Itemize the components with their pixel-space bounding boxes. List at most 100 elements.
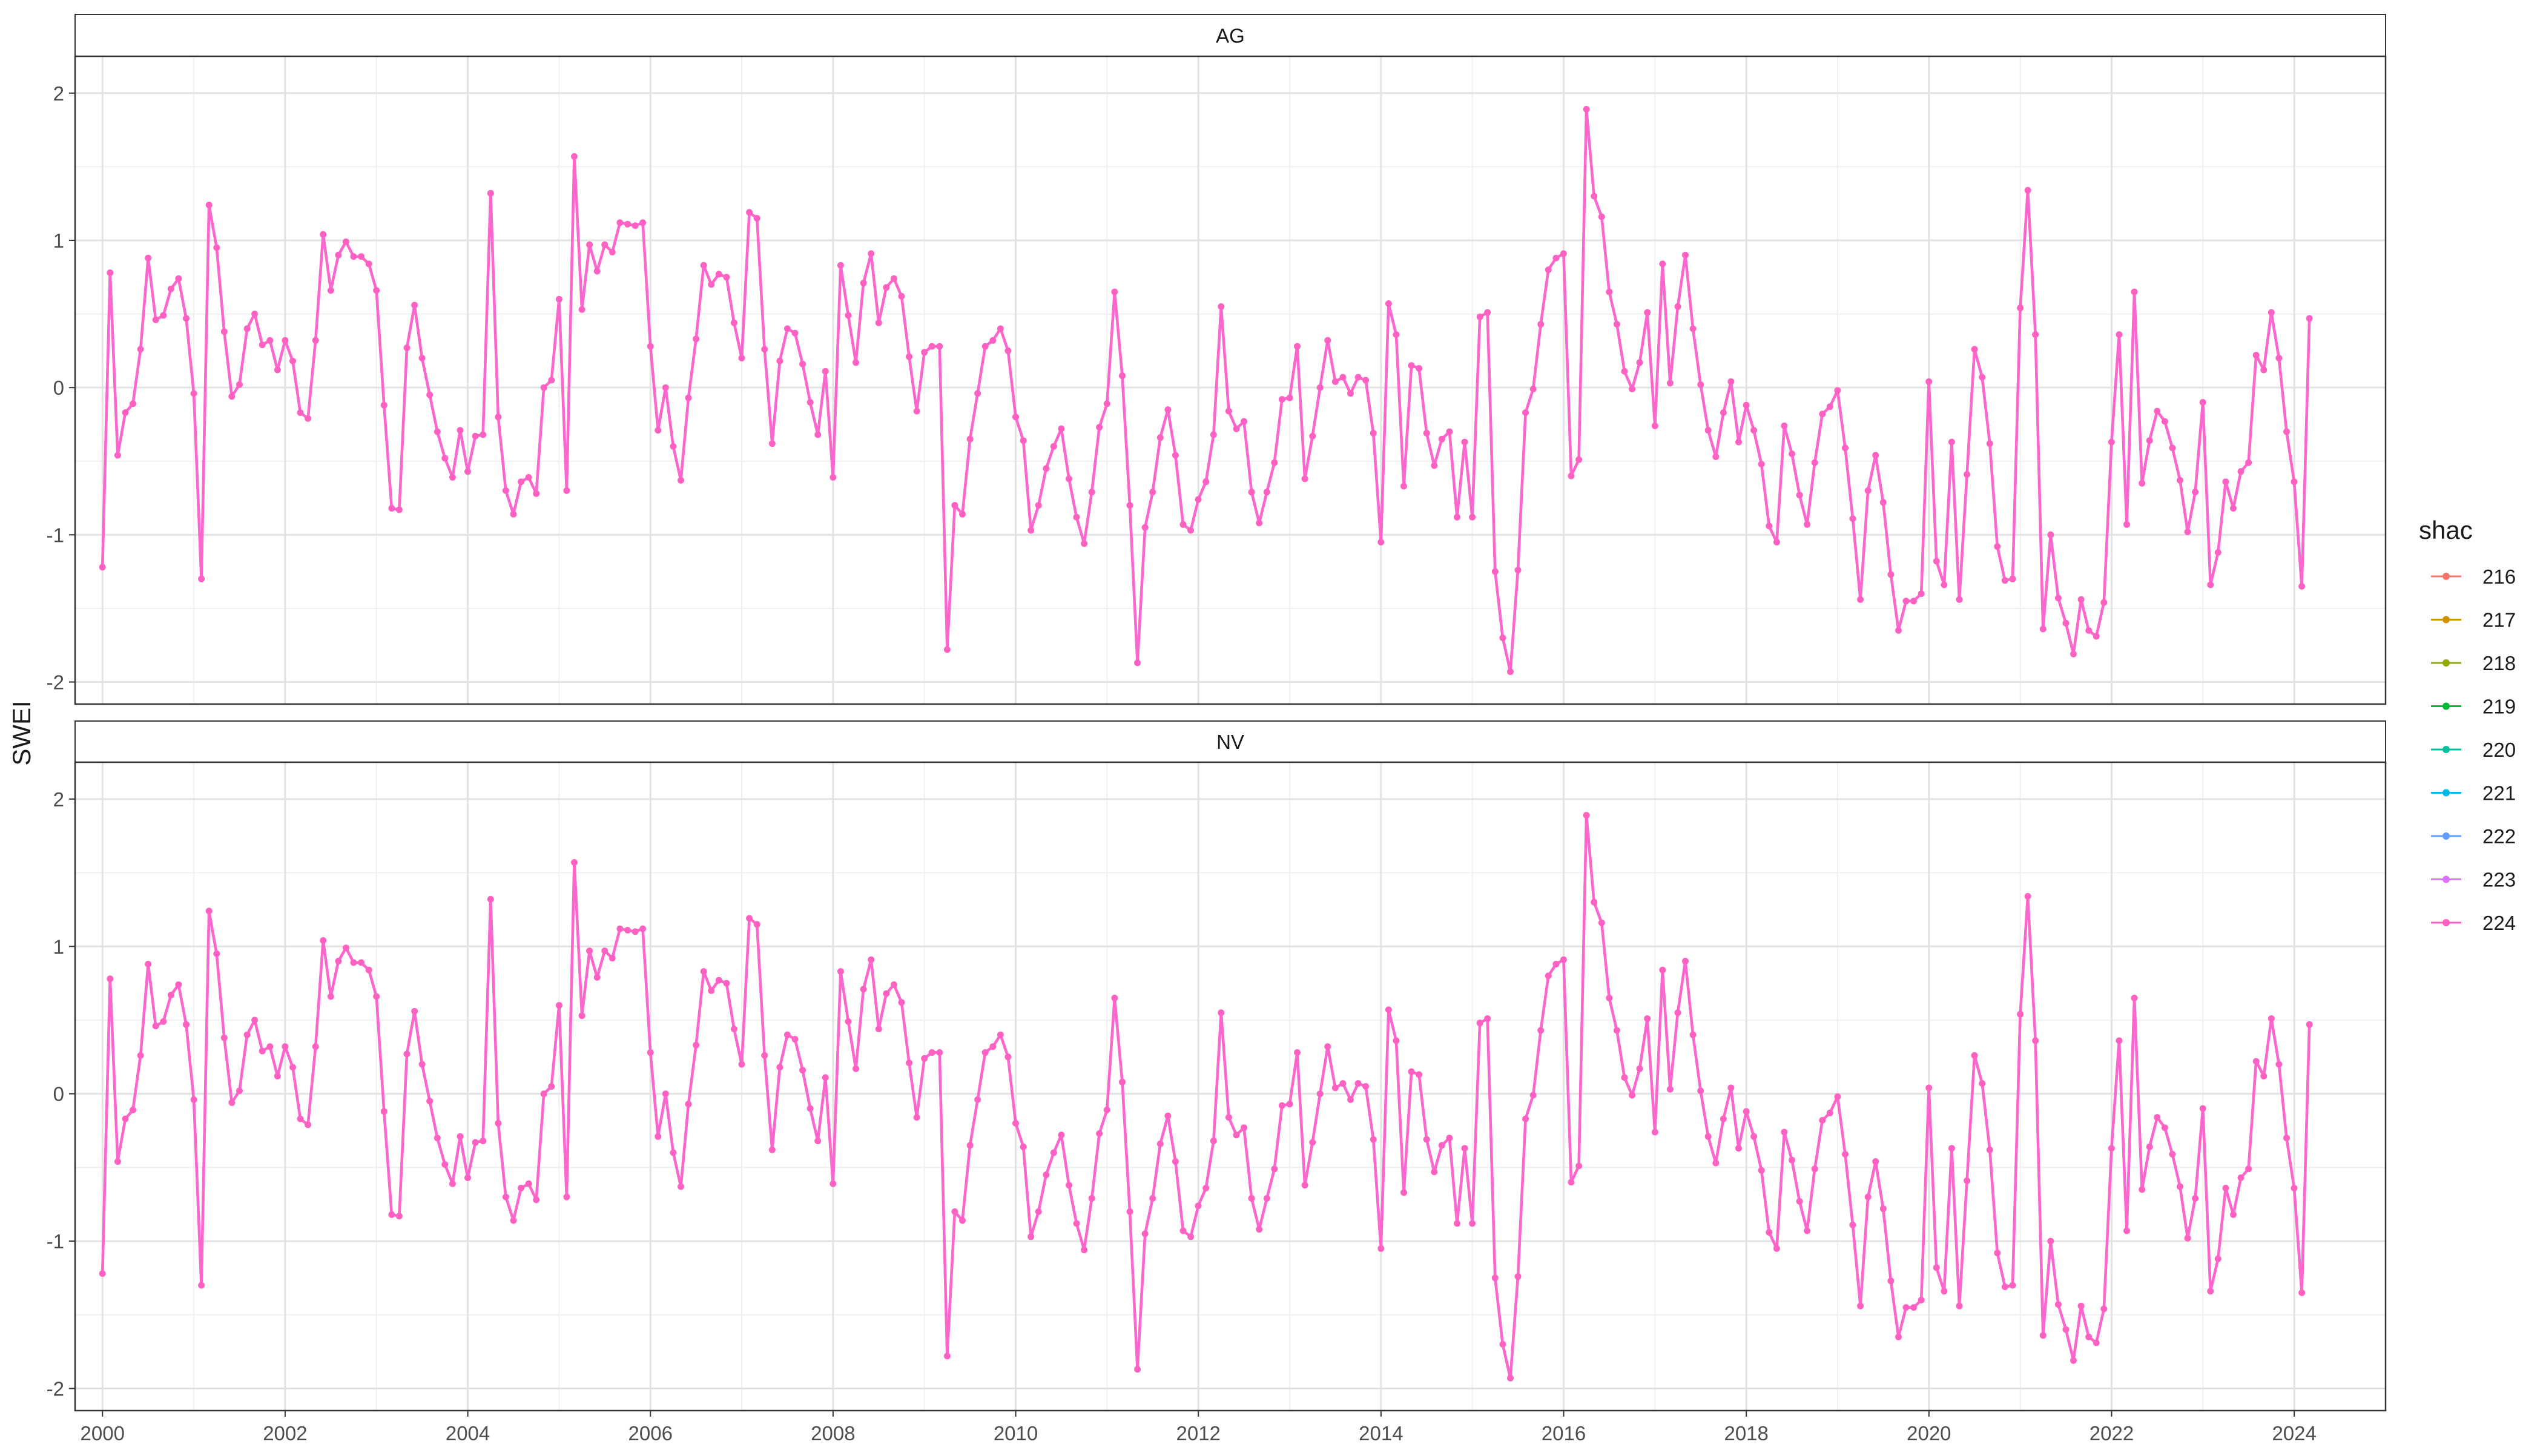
data-point (1743, 1108, 1750, 1115)
data-point (540, 1090, 547, 1098)
data-point (685, 394, 692, 401)
data-point (441, 1161, 449, 1168)
data-point (2009, 1282, 2016, 1289)
data-point (883, 284, 890, 291)
data-point (2275, 355, 2283, 361)
data-point (1286, 394, 1293, 401)
data-point (822, 367, 829, 375)
x-tick-label: 2024 (2272, 1422, 2316, 1444)
data-point (518, 1185, 524, 1191)
data-point (632, 222, 639, 229)
data-point (487, 895, 494, 903)
data-point (1172, 452, 1179, 459)
data-point (1202, 1185, 1210, 1191)
data-point (137, 346, 144, 353)
data-point (1514, 1273, 1522, 1280)
data-point (282, 337, 289, 344)
data-point (243, 325, 251, 332)
data-point (1986, 440, 1993, 447)
data-point (1804, 521, 1811, 528)
data-point (1689, 1031, 1697, 1038)
legend-entry-label: 218 (2482, 652, 2516, 674)
data-point (1179, 1227, 1187, 1234)
data-point (1210, 1138, 1217, 1145)
data-point (480, 1138, 487, 1145)
data-point (274, 366, 281, 374)
data-point (525, 1180, 532, 1187)
legend-entry-label: 216 (2482, 565, 2516, 588)
data-point (327, 993, 334, 1000)
data-point (1674, 303, 1681, 310)
data-point (1354, 1080, 1362, 1087)
data-point (1507, 1374, 1514, 1382)
data-point (1233, 1132, 1240, 1139)
legend-key-point (2442, 659, 2450, 667)
y-axis-label: SWEI (7, 700, 36, 765)
data-point (708, 987, 715, 994)
panel-border (74, 55, 2387, 705)
data-point (1636, 1065, 1643, 1072)
facet-label: NV (1216, 731, 1244, 753)
data-point (1545, 972, 1552, 980)
data-point (693, 335, 700, 343)
data-point (1058, 1132, 1065, 1139)
data-point (1704, 1133, 1712, 1140)
data-point (312, 337, 319, 344)
data-point (228, 1099, 236, 1106)
data-point (1454, 1220, 1460, 1227)
data-point (1393, 1037, 1400, 1044)
data-point (548, 377, 555, 384)
x-tick-label: 2018 (1724, 1422, 1768, 1444)
data-point (175, 275, 182, 282)
data-point (776, 1064, 783, 1071)
data-point (1606, 995, 1613, 1001)
data-point (981, 343, 989, 350)
data-point (951, 502, 958, 509)
data-point (1241, 418, 1247, 425)
data-point (213, 950, 220, 957)
data-point (1537, 321, 1545, 328)
data-point (2139, 1186, 2146, 1193)
data-point (220, 328, 228, 335)
x-tick-label: 2014 (1359, 1422, 1403, 1444)
data-point (601, 947, 609, 955)
data-point (1263, 489, 1270, 496)
data-point (1575, 456, 1583, 463)
data-point (799, 360, 806, 367)
legend-entry-label: 222 (2482, 825, 2516, 848)
data-point (1887, 571, 1895, 578)
data-point (1956, 596, 1963, 603)
data-point (395, 1213, 403, 1220)
data-point (2199, 1105, 2206, 1112)
data-point (571, 153, 578, 160)
data-point (160, 1018, 167, 1025)
data-point (449, 1180, 456, 1187)
data-point (388, 1211, 395, 1218)
data-point (1096, 1130, 1103, 1137)
data-point (830, 1180, 837, 1187)
data-point (1606, 288, 1613, 295)
data-point (2039, 625, 2047, 633)
data-point (1971, 1052, 1978, 1059)
data-point (1842, 1151, 1849, 1158)
data-point (1895, 627, 1902, 634)
data-point (2062, 619, 2070, 627)
data-point (662, 1090, 669, 1098)
data-point (563, 1193, 570, 1201)
data-point (130, 400, 136, 407)
data-point (943, 646, 951, 653)
data-point (1309, 432, 1316, 440)
data-point (441, 455, 449, 462)
data-point (883, 990, 890, 997)
data-point (2199, 399, 2206, 406)
data-point (1156, 1140, 1164, 1147)
data-point (1994, 1250, 2001, 1257)
data-point (540, 384, 547, 391)
data-point (1469, 513, 1476, 521)
data-point (137, 1052, 144, 1059)
data-point (213, 244, 220, 251)
data-point (1301, 475, 1308, 483)
data-point (1043, 1171, 1050, 1178)
data-point (297, 1115, 304, 1122)
data-point (966, 435, 974, 443)
